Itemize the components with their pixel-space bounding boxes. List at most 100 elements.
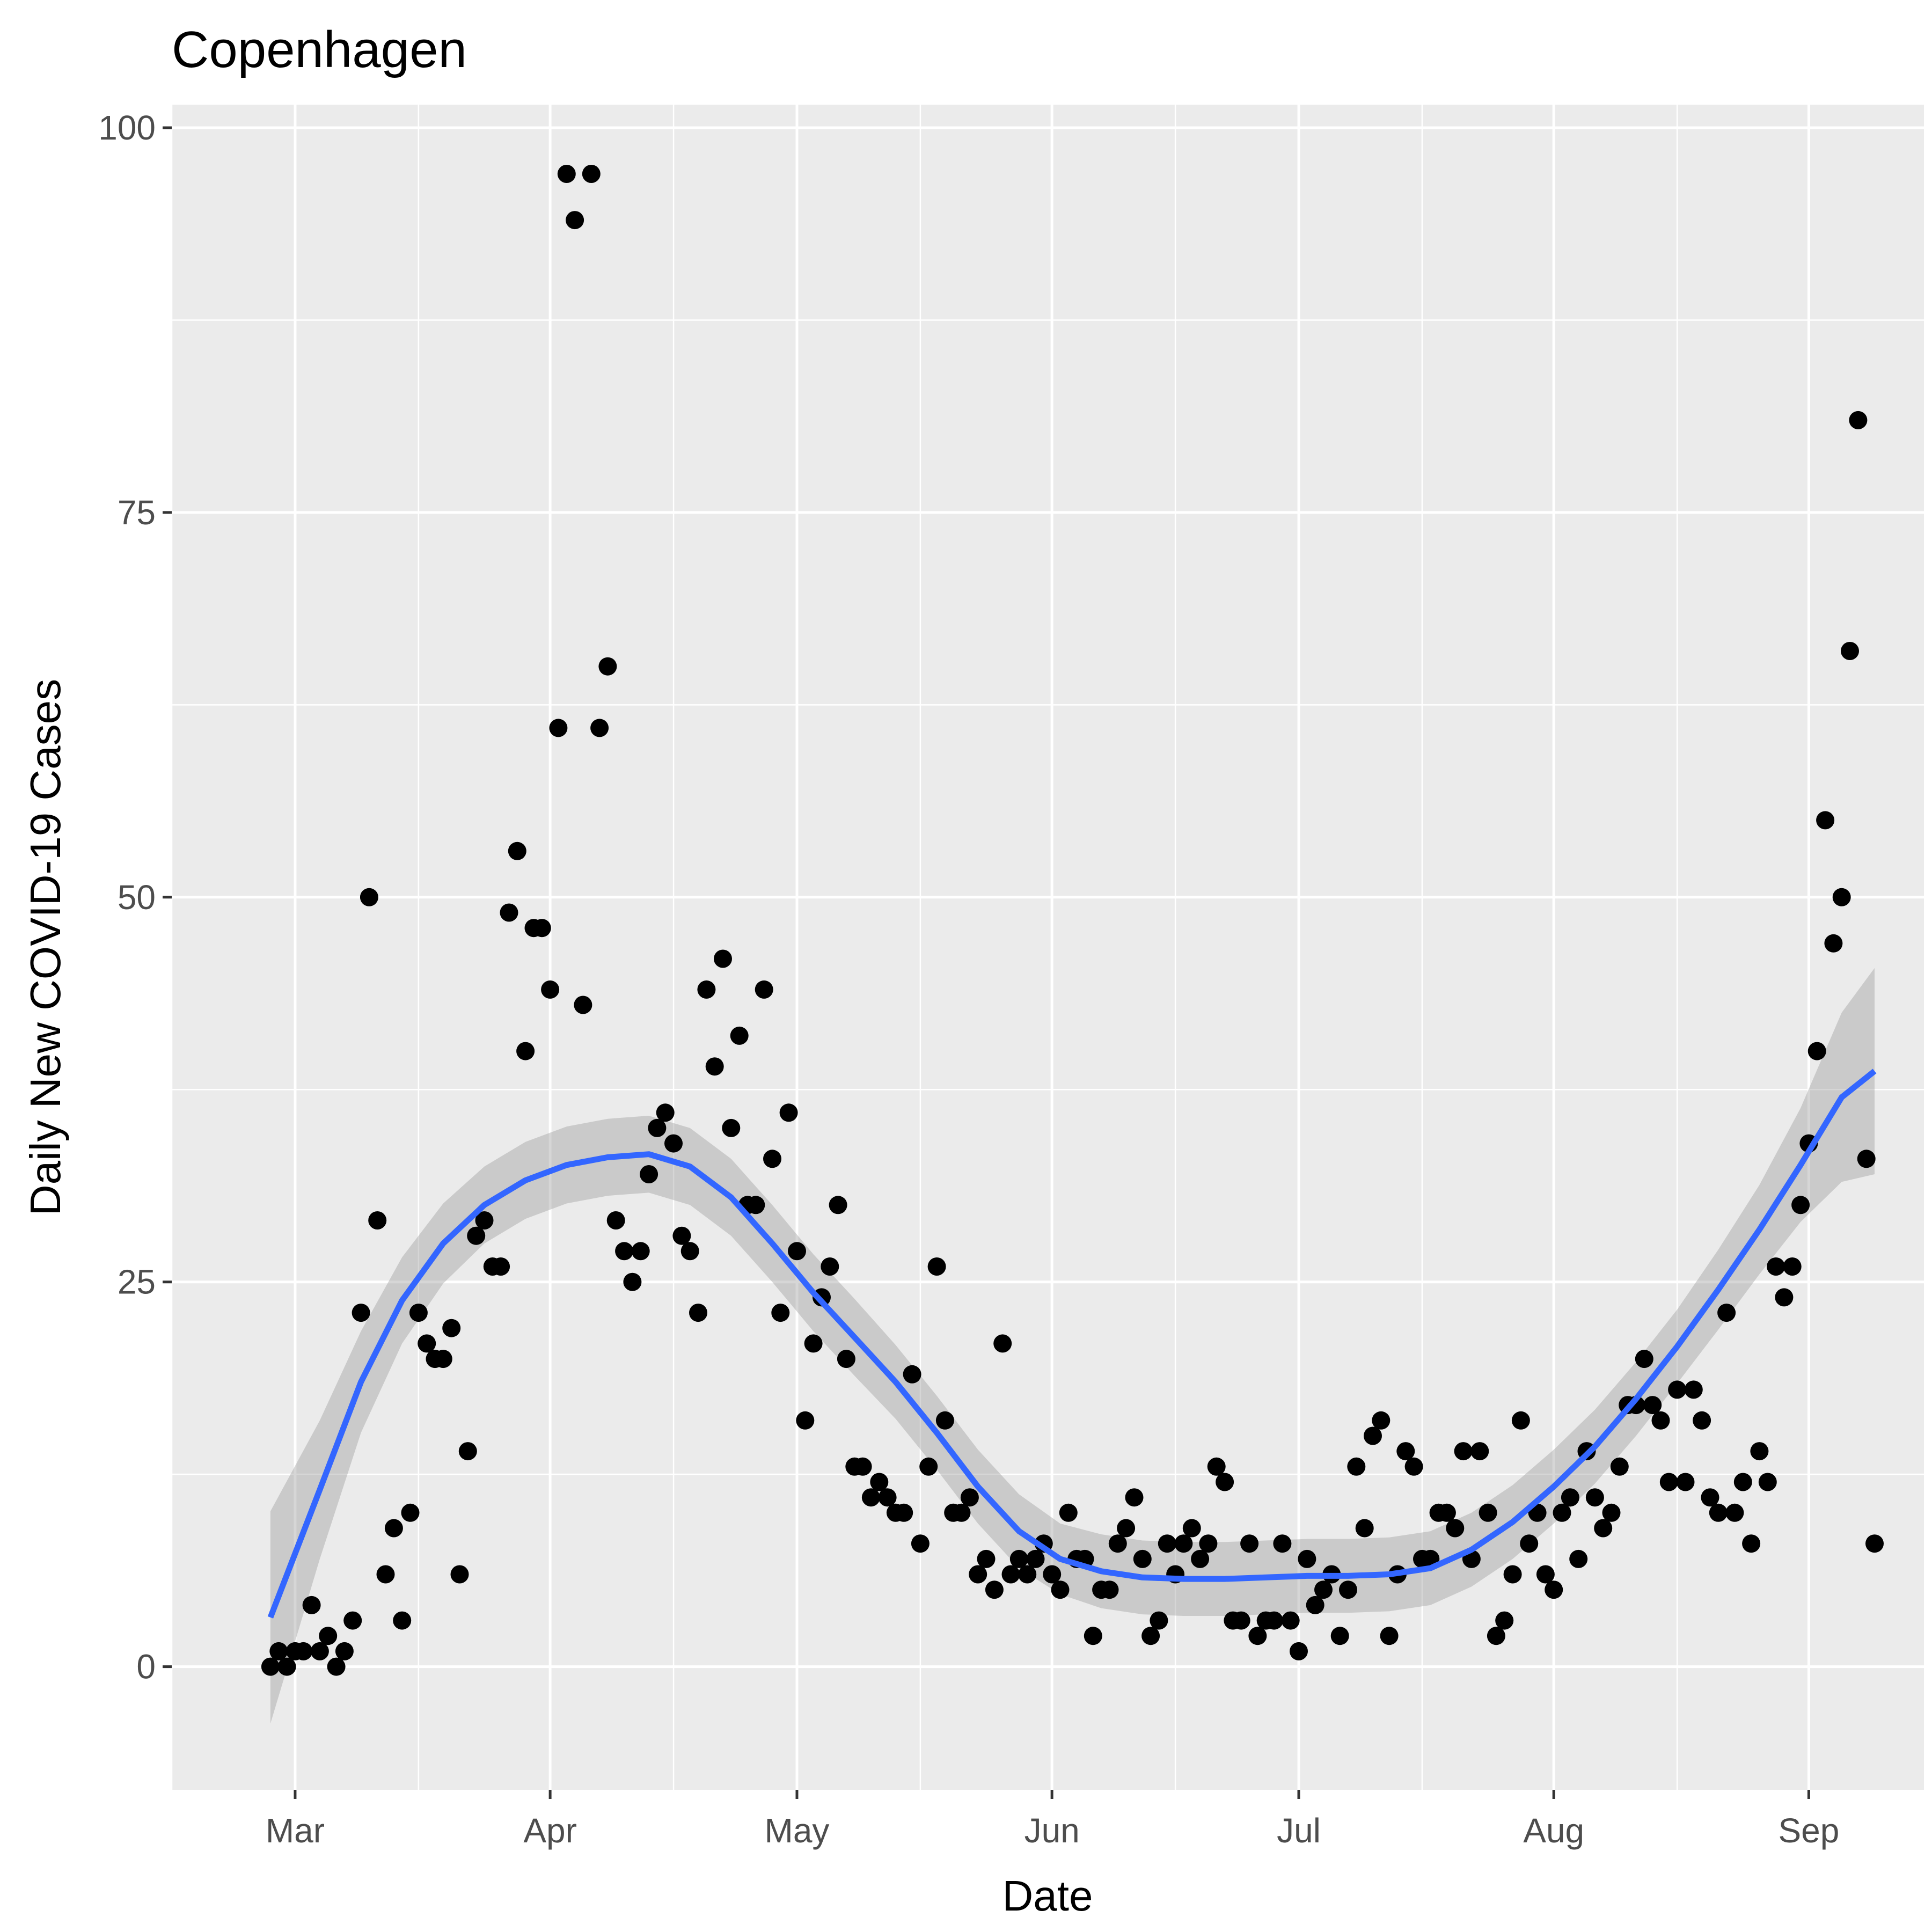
data-point: [1865, 1534, 1884, 1553]
data-point: [442, 1319, 461, 1337]
data-point: [935, 1411, 954, 1430]
data-point: [1009, 1549, 1028, 1568]
data-point: [1018, 1565, 1037, 1584]
data-point: [1454, 1442, 1473, 1461]
data-point: [319, 1627, 338, 1645]
data-point: [1536, 1565, 1555, 1584]
data-point: [302, 1596, 321, 1614]
data-point: [689, 1304, 707, 1322]
data-point: [615, 1242, 634, 1261]
data-point: [714, 949, 732, 968]
data-point: [1643, 1396, 1662, 1415]
data-point: [1709, 1503, 1728, 1522]
data-point: [861, 1488, 880, 1507]
data-point: [969, 1565, 987, 1584]
data-point: [606, 1211, 625, 1230]
data-point: [1602, 1503, 1621, 1522]
data-point: [837, 1350, 855, 1368]
data-point: [1446, 1519, 1465, 1538]
data-point: [1207, 1457, 1226, 1476]
data-point: [870, 1473, 889, 1491]
data-point: [327, 1657, 346, 1676]
data-point: [1841, 642, 1859, 660]
data-point: [1487, 1627, 1505, 1645]
data-point: [1355, 1519, 1374, 1538]
data-point: [516, 1042, 535, 1060]
data-point: [672, 1226, 691, 1245]
data-point: [360, 888, 378, 906]
data-point: [631, 1242, 650, 1261]
data-point: [648, 1118, 667, 1137]
data-point: [1437, 1503, 1456, 1522]
data-point: [1043, 1565, 1062, 1584]
data-point: [1125, 1488, 1144, 1507]
data-point: [1306, 1596, 1324, 1614]
data-point: [384, 1519, 403, 1538]
data-point: [294, 1642, 313, 1660]
data-point: [705, 1057, 724, 1076]
data-point: [1470, 1442, 1489, 1461]
data-point: [467, 1226, 486, 1245]
data-point: [1314, 1580, 1333, 1599]
data-point: [1182, 1519, 1201, 1538]
x-tick-label: Sep: [1778, 1811, 1839, 1850]
data-point: [821, 1257, 839, 1276]
x-tick-label: Jul: [1277, 1811, 1321, 1850]
data-point: [960, 1488, 979, 1507]
data-point: [1684, 1380, 1703, 1399]
minor-gridlines: [171, 105, 1924, 1790]
data-point: [492, 1257, 510, 1276]
x-tick-label: Mar: [266, 1811, 325, 1850]
data-point: [566, 211, 584, 230]
data-point: [697, 980, 716, 999]
data-point: [532, 919, 551, 938]
data-point: [1281, 1611, 1300, 1630]
data-point: [1511, 1411, 1530, 1430]
data-point: [1553, 1503, 1571, 1522]
data-point: [1857, 1150, 1876, 1168]
data-point: [1084, 1627, 1102, 1645]
data-point: [582, 165, 601, 183]
data-point: [640, 1165, 658, 1183]
data-point: [747, 1196, 765, 1214]
data-point: [1108, 1534, 1127, 1553]
data-point: [335, 1642, 354, 1660]
data-point: [1725, 1503, 1744, 1522]
x-axis-ticks: Mar Apr May Jun Jul Aug Sep: [266, 1790, 1839, 1850]
data-point: [1561, 1488, 1579, 1507]
data-point: [895, 1503, 913, 1522]
y-tick-label: 50: [118, 878, 156, 917]
x-tick-label: Apr: [523, 1811, 577, 1850]
data-point: [779, 1103, 798, 1122]
x-tick-label: Jun: [1024, 1811, 1080, 1850]
data-point: [500, 903, 518, 922]
data-point: [1396, 1442, 1415, 1461]
data-point: [1750, 1442, 1769, 1461]
data-point: [664, 1134, 683, 1153]
data-point: [977, 1549, 996, 1568]
data-point: [1133, 1549, 1152, 1568]
data-point: [1158, 1534, 1176, 1553]
data-point: [1520, 1534, 1539, 1553]
data-point: [1807, 1042, 1826, 1060]
data-point: [1832, 888, 1851, 906]
x-tick-label: May: [765, 1811, 830, 1850]
data-point: [1248, 1627, 1267, 1645]
data-point: [1100, 1580, 1119, 1599]
data-point: [1767, 1257, 1785, 1276]
data-point: [1001, 1565, 1020, 1584]
data-point: [418, 1334, 436, 1353]
data-point: [1783, 1257, 1802, 1276]
data-point: [557, 165, 576, 183]
data-point: [623, 1272, 642, 1291]
data-point: [1585, 1488, 1604, 1507]
data-point: [1240, 1534, 1259, 1553]
data-point: [804, 1334, 823, 1353]
data-point: [590, 719, 609, 737]
data-point: [771, 1304, 790, 1322]
chart-title: Copenhagen: [172, 21, 467, 78]
data-point: [549, 719, 568, 737]
data-point: [1733, 1473, 1752, 1491]
plot-panel: [172, 105, 1924, 1790]
